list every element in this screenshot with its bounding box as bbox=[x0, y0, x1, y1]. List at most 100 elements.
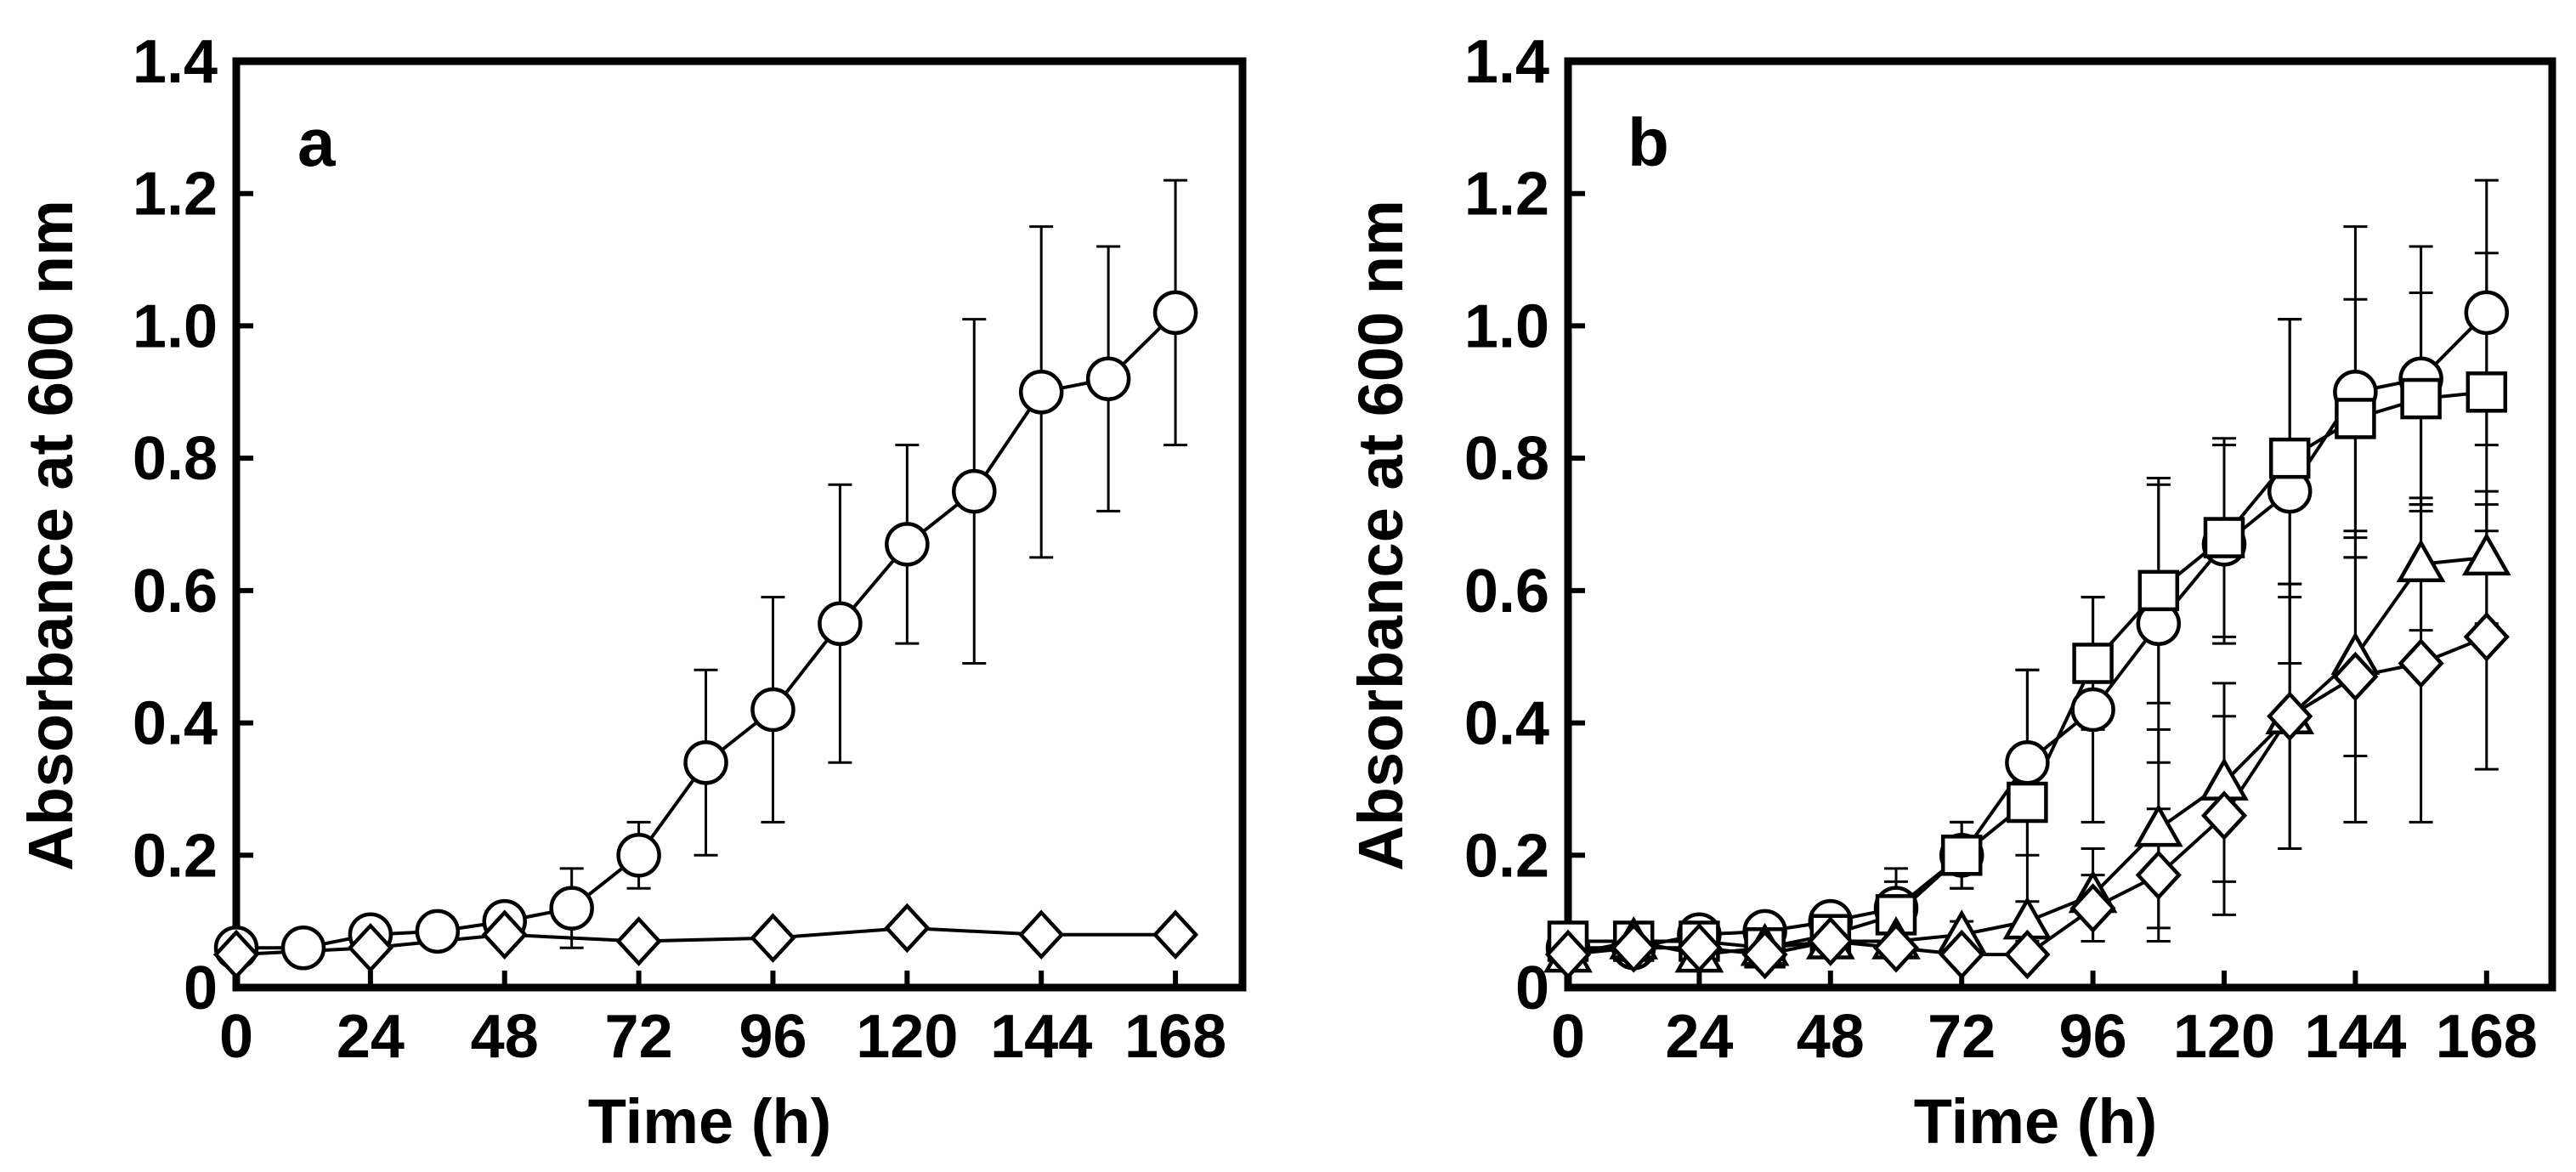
y-axis-title-a: Absorbance at 600 nm bbox=[15, 200, 86, 871]
y-tick-label: 1.2 bbox=[1464, 161, 1549, 229]
x-tick-label: 72 bbox=[1928, 1003, 1996, 1071]
data-point-diamond bbox=[2004, 929, 2051, 980]
data-point-diamond bbox=[2267, 691, 2313, 742]
data-point-triangle bbox=[2133, 803, 2183, 847]
y-tick-label: 0 bbox=[184, 954, 218, 1022]
data-point-diamond bbox=[884, 903, 931, 954]
data-point-circle bbox=[2464, 290, 2510, 336]
data-point-square bbox=[2137, 569, 2180, 612]
data-point-circle bbox=[1152, 290, 1198, 336]
y-tick-label: 0 bbox=[1515, 954, 1549, 1022]
x-axis-title-a: Time (h) bbox=[588, 1086, 831, 1157]
x-tick-label: 144 bbox=[990, 1003, 1092, 1071]
data-point-diamond bbox=[750, 913, 796, 963]
data-point-circle bbox=[885, 522, 930, 567]
data-point-diamond bbox=[2135, 850, 2182, 900]
x-tick-label: 24 bbox=[337, 1003, 405, 1071]
series-square bbox=[1556, 252, 2499, 956]
plot-frame bbox=[1564, 57, 2556, 992]
data-point-circle bbox=[818, 601, 863, 647]
data-point-diamond bbox=[1018, 909, 1065, 960]
data-point-diamond bbox=[2463, 612, 2510, 662]
data-point-square bbox=[1940, 835, 1983, 876]
data-point-diamond bbox=[2200, 790, 2248, 841]
data-point-square bbox=[2466, 371, 2508, 413]
x-tick-label: 0 bbox=[219, 1003, 253, 1071]
markers-circle bbox=[213, 290, 1198, 971]
panel-letter-a: a bbox=[297, 105, 336, 180]
data-point-circle bbox=[2070, 687, 2115, 733]
data-point-square bbox=[2007, 781, 2048, 824]
y-axis-title-b: Absorbance at 600 nm bbox=[1345, 200, 1416, 871]
data-point-circle bbox=[683, 740, 728, 785]
data-point-square bbox=[2072, 643, 2114, 684]
data-point-square bbox=[2335, 398, 2376, 439]
data-point-circle bbox=[952, 468, 997, 514]
markers-diamond bbox=[1544, 612, 2510, 980]
data-point-circle bbox=[1018, 370, 1064, 415]
x-tick-label: 48 bbox=[471, 1003, 539, 1071]
y-tick-label: 1.4 bbox=[133, 28, 218, 96]
x-tick-label: 24 bbox=[1665, 1003, 1733, 1071]
data-point-square bbox=[2400, 377, 2442, 420]
markers-diamond bbox=[212, 903, 1199, 980]
x-tick-label: 144 bbox=[2304, 1003, 2406, 1071]
data-point-diamond bbox=[615, 916, 662, 966]
data-point-circle bbox=[750, 687, 795, 733]
y-tick-label: 0.4 bbox=[133, 690, 218, 758]
plot-frame bbox=[232, 57, 1247, 992]
y-tick-label: 0.2 bbox=[1464, 822, 1549, 890]
data-point-diamond bbox=[1939, 929, 1985, 980]
series-line-diamond bbox=[235, 926, 1176, 957]
data-point-circle bbox=[2005, 740, 2050, 785]
y-tick-label: 0.6 bbox=[1464, 558, 1549, 626]
y-tick-label: 0.8 bbox=[1464, 425, 1549, 493]
data-point-square bbox=[2268, 437, 2311, 479]
series-diamond bbox=[1567, 503, 2499, 963]
x-tick-label: 72 bbox=[605, 1003, 673, 1071]
x-tick-label: 168 bbox=[2436, 1003, 2538, 1071]
x-tick-label: 168 bbox=[1124, 1003, 1226, 1071]
x-tick-label: 120 bbox=[856, 1003, 958, 1071]
data-point-diamond bbox=[212, 929, 260, 980]
data-point-circle bbox=[549, 886, 594, 931]
data-point-diamond bbox=[1741, 929, 1788, 980]
y-tick-label: 1.0 bbox=[133, 292, 218, 360]
data-point-diamond bbox=[2332, 651, 2379, 702]
data-point-triangle bbox=[2461, 532, 2511, 576]
data-point-diamond bbox=[1676, 922, 1723, 973]
y-tick-label: 0.6 bbox=[133, 558, 218, 626]
data-point-circle bbox=[1085, 356, 1131, 401]
series-circle bbox=[224, 178, 1188, 956]
data-point-diamond bbox=[1544, 929, 1592, 980]
data-point-diamond bbox=[2069, 883, 2116, 933]
y-tick-label: 1.2 bbox=[133, 161, 218, 229]
panel-a: a Time (h) Absorbance at 600 nm 0 0.2 0.4 0… bbox=[15, 28, 1247, 1157]
x-tick-label: 48 bbox=[1797, 1003, 1865, 1071]
data-point-circle bbox=[616, 833, 661, 878]
y-tick-label: 0.4 bbox=[1464, 690, 1549, 758]
data-point-diamond bbox=[2398, 638, 2444, 688]
data-point-circle bbox=[415, 909, 461, 954]
data-point-triangle bbox=[2396, 539, 2446, 582]
y-tick-label: 1.0 bbox=[1464, 292, 1549, 360]
data-point-diamond bbox=[1152, 909, 1199, 960]
x-axis-title-b: Time (h) bbox=[1914, 1086, 2157, 1157]
x-tick-label: 0 bbox=[1551, 1003, 1585, 1071]
data-point-diamond bbox=[481, 909, 528, 960]
data-point-diamond bbox=[1611, 922, 1657, 973]
data-point-square bbox=[2203, 517, 2245, 558]
y-tick-label: 1.4 bbox=[1464, 28, 1549, 96]
data-point-diamond bbox=[347, 922, 393, 973]
y-tick-label: 0.2 bbox=[133, 822, 218, 890]
data-point-diamond bbox=[1807, 916, 1854, 966]
panel-b: b Time (h) Absorbance at 600 nm 0 0.2 0.4 0… bbox=[1345, 28, 2556, 1157]
x-tick-label: 120 bbox=[2173, 1003, 2275, 1071]
data-point-diamond bbox=[1872, 922, 1920, 973]
x-tick-label: 96 bbox=[2059, 1003, 2127, 1071]
y-tick-label: 0.8 bbox=[133, 425, 218, 493]
data-point-circle bbox=[280, 926, 326, 971]
x-tick-label: 96 bbox=[739, 1003, 807, 1071]
series-diamond bbox=[235, 926, 1176, 957]
